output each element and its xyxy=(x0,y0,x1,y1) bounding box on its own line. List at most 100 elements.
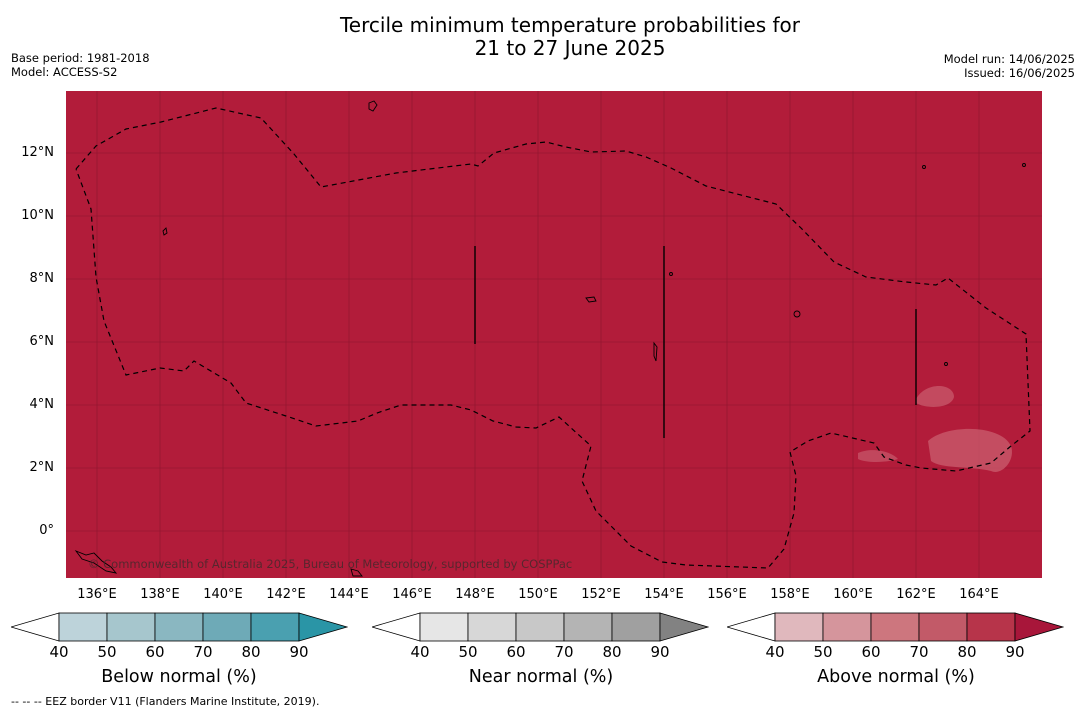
island xyxy=(669,272,673,276)
colorbar-swatch xyxy=(250,612,300,642)
lon-label: 160°E xyxy=(833,587,873,602)
colorbar-swatch xyxy=(202,612,252,642)
colorbar-extend-high xyxy=(298,612,348,642)
colorbar-swatch xyxy=(515,612,565,642)
colorbar-below-normal xyxy=(11,612,348,642)
colorbar-tick: 90 xyxy=(650,643,670,661)
map-canvas xyxy=(66,91,1042,578)
colorbar-tick: 90 xyxy=(1005,643,1025,661)
map-title: Tercile minimum temperature probabilitie… xyxy=(0,14,1085,60)
copyright-notice: © Commonwealth of Australia 2025, Bureau… xyxy=(88,557,573,571)
colorbar-above-normal-graphic xyxy=(727,612,1064,642)
lat-label: 10°N xyxy=(21,208,54,223)
island xyxy=(368,100,378,112)
lon-label: 162°E xyxy=(896,587,936,602)
title-line-1: Tercile minimum temperature probabilitie… xyxy=(339,13,801,37)
map-panel: © Commonwealth of Australia 2025, Bureau… xyxy=(66,91,1042,578)
colorbar-title-above: Above normal (%) xyxy=(817,667,975,687)
colorbar-near-normal-graphic xyxy=(372,612,709,642)
island xyxy=(653,341,658,362)
colorbar-tick: 40 xyxy=(410,643,430,661)
colorbar-swatch xyxy=(966,612,1016,642)
lon-label: 138°E xyxy=(140,587,180,602)
title-line-2: 21 to 27 June 2025 xyxy=(474,36,666,60)
colorbar-below-normal-graphic xyxy=(11,612,348,642)
lon-label: 148°E xyxy=(455,587,495,602)
eez-border xyxy=(75,107,1031,569)
colorbar-swatch xyxy=(611,612,661,642)
colorbar-swatch xyxy=(822,612,872,642)
colorbar-tick: 80 xyxy=(241,643,261,661)
colorbar-extend-low xyxy=(11,612,60,642)
issued-date: Issued: 16/06/2025 xyxy=(964,66,1075,80)
colorbar-swatch xyxy=(106,612,156,642)
colorbar-near-normal xyxy=(372,612,709,642)
colorbar-tick: 40 xyxy=(765,643,785,661)
lon-label: 158°E xyxy=(770,587,810,602)
colorbar-tick: 60 xyxy=(506,643,526,661)
eez-footnote: -- -- -- EEZ border V11 (Flanders Marine… xyxy=(11,695,320,708)
lon-label: 152°E xyxy=(581,587,621,602)
lat-label: 6°N xyxy=(29,334,55,349)
colorbar-swatch xyxy=(419,612,469,642)
colorbar-tick: 70 xyxy=(193,643,213,661)
graticule xyxy=(66,91,1042,578)
lighter-probability-patch xyxy=(858,450,898,462)
lighter-probability-patch xyxy=(928,428,1012,472)
colorbar-tick: 60 xyxy=(861,643,881,661)
lat-label: 2°N xyxy=(29,460,55,475)
base-period: Base period: 1981-2018 xyxy=(11,51,150,65)
meta-right: Model run: 14/06/2025 Issued: 16/06/2025 xyxy=(944,52,1075,80)
colorbar-swatch xyxy=(563,612,613,642)
island xyxy=(585,296,597,303)
island xyxy=(74,549,118,574)
island xyxy=(162,227,168,236)
lat-label: 4°N xyxy=(29,397,55,412)
colorbar-swatch xyxy=(918,612,968,642)
colorbar-swatch xyxy=(774,612,824,642)
lat-label: 0° xyxy=(39,523,54,538)
lon-label: 142°E xyxy=(266,587,306,602)
colorbar-title-near: Near normal (%) xyxy=(468,667,614,687)
colorbar-tick: 70 xyxy=(909,643,929,661)
island xyxy=(793,310,801,318)
lon-label: 154°E xyxy=(644,587,684,602)
colorbar-above-normal xyxy=(727,612,1064,642)
colorbar-swatch xyxy=(870,612,920,642)
lon-label: 144°E xyxy=(329,587,369,602)
island xyxy=(944,362,948,366)
island xyxy=(350,568,363,577)
island xyxy=(1022,163,1026,167)
colorbar-tick: 50 xyxy=(458,643,478,661)
colorbar-tick: 80 xyxy=(957,643,977,661)
colorbar-tick: 70 xyxy=(554,643,574,661)
lon-label: 146°E xyxy=(392,587,432,602)
colorbar-tick: 60 xyxy=(145,643,165,661)
colorbar-swatch xyxy=(154,612,204,642)
lat-label: 12°N xyxy=(21,145,54,160)
colorbar-extend-low xyxy=(727,612,776,642)
colorbar-tick: 50 xyxy=(97,643,117,661)
colorbar-extend-high xyxy=(659,612,709,642)
meta-left: Base period: 1981-2018 Model: ACCESS-S2 xyxy=(11,51,150,79)
colorbar-tick: 80 xyxy=(602,643,622,661)
colorbar-extend-high xyxy=(1014,612,1064,642)
lon-label: 150°E xyxy=(518,587,558,602)
island xyxy=(922,165,926,169)
model-name: Model: ACCESS-S2 xyxy=(11,65,118,79)
colorbar-swatch xyxy=(58,612,108,642)
colorbar-tick: 50 xyxy=(813,643,833,661)
islands xyxy=(74,100,1026,577)
lon-label: 156°E xyxy=(707,587,747,602)
lon-label: 136°E xyxy=(77,587,117,602)
lat-label: 8°N xyxy=(29,271,55,286)
colorbar-swatch xyxy=(467,612,517,642)
lighter-probability-patch xyxy=(916,386,954,407)
model-run: Model run: 14/06/2025 xyxy=(943,52,1075,66)
colorbar-title-below: Below normal (%) xyxy=(101,667,257,687)
colorbar-tick: 90 xyxy=(289,643,309,661)
lon-label: 140°E xyxy=(203,587,243,602)
colorbar-extend-low xyxy=(372,612,421,642)
colorbar-tick: 40 xyxy=(49,643,69,661)
lon-label: 164°E xyxy=(959,587,999,602)
